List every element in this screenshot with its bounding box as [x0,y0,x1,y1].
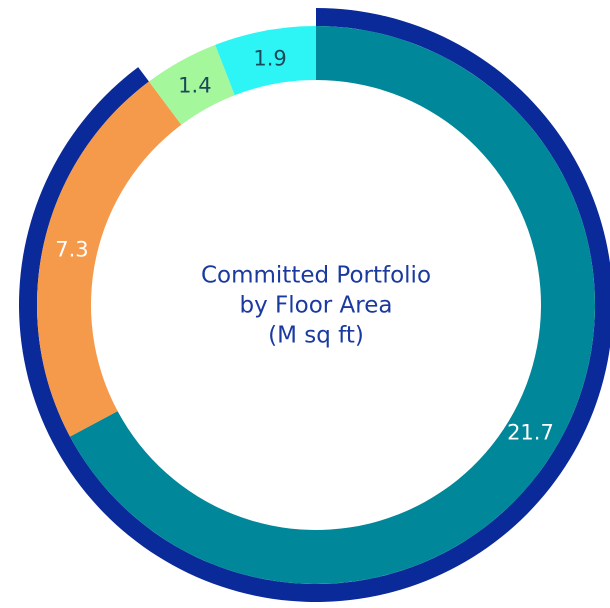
data-label: 1.4 [178,73,211,97]
data-label: 21.7 [507,420,554,444]
donut-segment [215,26,316,96]
center-title: (M sq ft) [268,323,364,349]
data-label: 1.9 [253,46,286,70]
center-title: by Floor Area [240,293,393,319]
donut-segment [37,81,182,437]
data-label: 7.3 [55,238,88,262]
donut-segment [148,44,235,125]
center-title: Committed Portfolio [201,263,431,289]
